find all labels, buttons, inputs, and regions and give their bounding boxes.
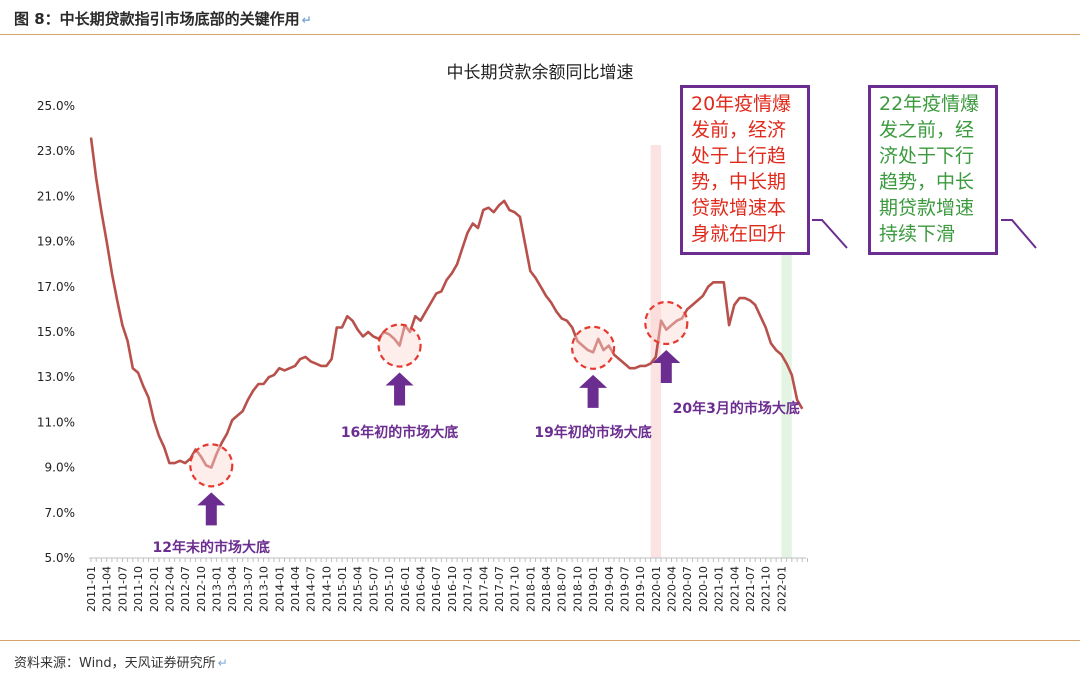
- up-arrow-icon: [385, 372, 414, 406]
- y-tick-label: 25.0%: [37, 99, 75, 113]
- up-arrow-icon: [579, 374, 608, 408]
- x-tick-label: 2013-01: [211, 566, 224, 612]
- chart-title: 中长期贷款余额同比增速: [447, 63, 634, 83]
- x-tick-label: 2020-04: [666, 566, 679, 612]
- x-tick-label: 2018-10: [571, 566, 584, 612]
- annotation-label: 20年3月的市场大底: [673, 400, 800, 417]
- x-tick-label: 2020-07: [681, 566, 694, 612]
- x-tick-label: 2021-04: [728, 566, 741, 612]
- x-tick-label: 2017-07: [493, 566, 506, 612]
- x-tick-label: 2017-01: [462, 566, 475, 612]
- x-tick-label: 2013-10: [258, 566, 271, 612]
- x-tick-label: 2017-10: [509, 566, 522, 612]
- y-tick-label: 21.0%: [37, 189, 75, 203]
- bottom-marker-circle: [570, 325, 616, 370]
- x-tick-label: 2014-01: [273, 566, 286, 612]
- x-tick-label: 2021-10: [760, 566, 773, 612]
- bottom-marker-circle: [377, 323, 422, 368]
- x-tick-label: 2021-01: [713, 566, 726, 612]
- callout-2022: 22年疫情爆发之前，经济处于下行趋势，中长期贷款增速持续下滑: [868, 85, 998, 255]
- x-tick-label: 2015-10: [383, 566, 396, 612]
- x-tick-label: 2014-04: [289, 566, 302, 612]
- callout-leader-2020: [812, 219, 848, 249]
- bottom-marker-circle: [644, 300, 689, 346]
- x-tick-label: 2011-01: [85, 566, 98, 612]
- annotation-label: 19年初的市场大底: [534, 424, 651, 441]
- callout-leader-2022: [1001, 219, 1037, 249]
- x-tick-label: 2015-04: [352, 566, 365, 612]
- x-tick-label: 2015-01: [336, 566, 349, 612]
- y-tick-label: 17.0%: [37, 280, 75, 294]
- y-tick-label: 11.0%: [37, 415, 75, 429]
- y-tick-label: 13.0%: [37, 370, 75, 384]
- x-tick-label: 2013-07: [242, 566, 255, 612]
- x-tick-label: 2019-07: [618, 566, 631, 612]
- callout-2020: 20年疫情爆发前，经济处于上行趋势，中长期贷款增速本身就在回升: [680, 85, 810, 255]
- y-tick-label: 9.0%: [45, 461, 76, 475]
- x-tick-label: 2021-07: [744, 566, 757, 612]
- x-tick-label: 2011-07: [116, 566, 129, 612]
- x-tick-label: 2012-04: [163, 566, 176, 612]
- x-tick-label: 2012-10: [195, 566, 208, 612]
- x-tick-label: 2012-01: [148, 566, 161, 612]
- series-line: [89, 137, 804, 469]
- up-arrow-icon: [652, 349, 681, 383]
- y-tick-label: 15.0%: [37, 325, 75, 339]
- bottom-rule: [0, 640, 1080, 641]
- y-tick-label: 5.0%: [45, 551, 76, 565]
- x-tick-label: 2018-01: [524, 566, 537, 612]
- x-tick-label: 2019-10: [634, 566, 647, 612]
- y-tick-label: 19.0%: [37, 235, 75, 249]
- x-tick-label: 2014-10: [320, 566, 333, 612]
- x-tick-label: 2011-04: [101, 566, 114, 612]
- annotation-label: 12年末的市场大底: [153, 539, 270, 556]
- x-tick-label: 2019-01: [587, 566, 600, 612]
- x-tick-label: 2016-10: [446, 566, 459, 612]
- top-rule: [0, 34, 1080, 35]
- x-tick-label: 2013-04: [226, 566, 239, 612]
- x-tick-label: 2022-01: [775, 566, 788, 612]
- y-tick-label: 23.0%: [37, 144, 75, 158]
- source-note: 资料来源：Wind，天风证券研究所 ↵: [14, 656, 228, 671]
- up-arrow-icon: [197, 492, 226, 526]
- annotation-label: 16年初的市场大底: [341, 424, 458, 441]
- x-tick-label: 2011-10: [132, 566, 145, 612]
- x-tick-label: 2019-04: [603, 566, 616, 612]
- x-tick-label: 2014-07: [305, 566, 318, 612]
- x-tick-label: 2016-01: [399, 566, 412, 612]
- x-tick-label: 2020-01: [650, 566, 663, 612]
- figure-title: 图 8：中长期贷款指引市场底部的关键作用 ↵: [14, 10, 312, 28]
- x-tick-label: 2012-07: [179, 566, 192, 612]
- x-tick-label: 2017-04: [477, 566, 490, 612]
- x-tick-label: 2015-07: [367, 566, 380, 612]
- x-tick-label: 2018-07: [556, 566, 569, 612]
- x-tick-label: 2016-04: [414, 566, 427, 612]
- x-tick-label: 2020-10: [697, 566, 710, 612]
- x-tick-label: 2016-07: [430, 566, 443, 612]
- bottom-marker-circle: [189, 443, 234, 488]
- x-tick-label: 2018-04: [540, 566, 553, 612]
- y-tick-label: 7.0%: [45, 506, 76, 520]
- shaded-period-2: [781, 145, 792, 558]
